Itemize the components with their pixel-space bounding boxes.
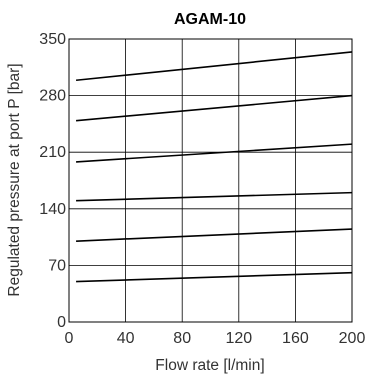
series-group [75, 51, 353, 283]
grid [68, 38, 353, 323]
x-tick-label: 80 [173, 330, 191, 347]
chart-title: AGAM-10 [174, 11, 246, 28]
y-tick-label: 350 [39, 31, 66, 48]
x-tick-label: 120 [225, 330, 252, 347]
y-axis-label: Regulated pressure at port P [bar] [6, 63, 23, 296]
x-tick-label: 0 [65, 330, 74, 347]
series-line-3 [76, 191, 353, 202]
x-tick-label: 160 [282, 330, 309, 347]
x-axis-label: Flow rate [l/min] [155, 357, 264, 374]
series-line-6 [75, 51, 353, 82]
y-tick-label: 210 [39, 144, 66, 161]
plot-frame [68, 38, 353, 323]
x-tick-label: 200 [339, 330, 366, 347]
x-tick-labels: 0 40 80 120 160 200 [65, 330, 366, 347]
y-tick-label: 70 [48, 257, 66, 274]
y-tick-label: 280 [39, 88, 66, 105]
series-line-2 [76, 228, 353, 242]
series-line-1 [76, 271, 353, 283]
y-tick-label: 0 [57, 314, 66, 331]
y-tick-labels: 0 70 140 210 280 350 [39, 31, 66, 331]
series-line-5 [76, 94, 353, 122]
series-line-4 [76, 143, 353, 163]
x-tick-label: 40 [117, 330, 135, 347]
y-tick-label: 140 [39, 201, 66, 218]
